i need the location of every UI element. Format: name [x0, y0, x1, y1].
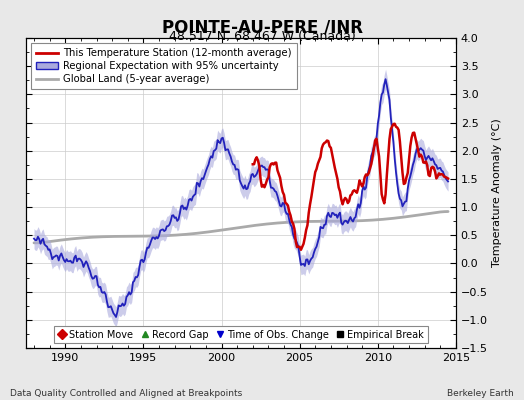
Text: Berkeley Earth: Berkeley Earth	[447, 389, 514, 398]
Text: Data Quality Controlled and Aligned at Breakpoints: Data Quality Controlled and Aligned at B…	[10, 389, 243, 398]
Text: 48.517 N, 68.467 W (Canada): 48.517 N, 68.467 W (Canada)	[169, 30, 355, 43]
Text: POINTE-AU-PERE /INR: POINTE-AU-PERE /INR	[161, 18, 363, 36]
Y-axis label: Temperature Anomaly (°C): Temperature Anomaly (°C)	[492, 119, 502, 267]
Legend: Station Move, Record Gap, Time of Obs. Change, Empirical Break: Station Move, Record Gap, Time of Obs. C…	[54, 326, 428, 344]
